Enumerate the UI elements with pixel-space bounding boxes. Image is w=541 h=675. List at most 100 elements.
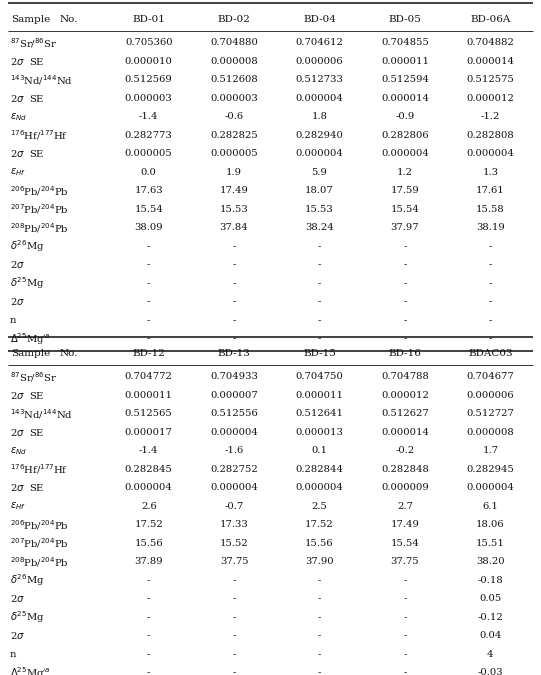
Text: $\delta^{26}$Mg: $\delta^{26}$Mg (10, 238, 44, 254)
Text: 0.512627: 0.512627 (381, 409, 429, 418)
Text: 17.33: 17.33 (220, 520, 248, 529)
Text: -: - (318, 613, 321, 622)
Text: $^{208}$Pb/$^{204}$Pb: $^{208}$Pb/$^{204}$Pb (10, 221, 69, 235)
Text: 17.52: 17.52 (134, 520, 163, 529)
Text: BD-05: BD-05 (388, 15, 421, 24)
Text: 15.56: 15.56 (134, 539, 163, 548)
Text: 0.000014: 0.000014 (381, 94, 429, 103)
Text: BDAC03: BDAC03 (468, 349, 513, 358)
Text: 4: 4 (487, 650, 493, 659)
Text: 0.512575: 0.512575 (466, 76, 514, 84)
Text: -: - (403, 613, 407, 622)
Text: $^{87}$Sr/$^{86}$Sr: $^{87}$Sr/$^{86}$Sr (10, 370, 57, 383)
Text: $^{143}$Nd/$^{144}$Nd: $^{143}$Nd/$^{144}$Nd (10, 73, 73, 86)
Text: n: n (10, 316, 16, 325)
Text: -1.4: -1.4 (139, 112, 159, 122)
Text: -: - (233, 576, 236, 585)
Text: 0.512594: 0.512594 (381, 76, 429, 84)
Text: 0.000004: 0.000004 (466, 149, 514, 158)
Text: 38.19: 38.19 (476, 223, 505, 232)
Text: 0.512556: 0.512556 (210, 409, 258, 418)
Text: -: - (233, 334, 236, 344)
Text: 0.512733: 0.512733 (295, 76, 344, 84)
Text: 0.000004: 0.000004 (210, 428, 258, 437)
Text: -: - (489, 279, 492, 288)
Text: -: - (233, 279, 236, 288)
Text: 0.000003: 0.000003 (125, 94, 173, 103)
Text: -: - (403, 261, 407, 269)
Text: 15.54: 15.54 (134, 205, 163, 214)
Text: 2$\sigma$: 2$\sigma$ (10, 630, 25, 641)
Text: -: - (233, 316, 236, 325)
Text: -: - (147, 668, 150, 675)
Text: 15.53: 15.53 (220, 205, 248, 214)
Text: 1.3: 1.3 (482, 168, 498, 177)
Text: 0.000005: 0.000005 (210, 149, 258, 158)
Text: 0.000013: 0.000013 (295, 428, 344, 437)
Text: 2.5: 2.5 (312, 502, 327, 511)
Text: 0.512565: 0.512565 (125, 409, 173, 418)
Text: 0.000009: 0.000009 (381, 483, 429, 492)
Text: 2.6: 2.6 (141, 502, 156, 511)
Text: $\varepsilon_{Hf}$: $\varepsilon_{Hf}$ (10, 166, 26, 178)
Text: 15.54: 15.54 (391, 205, 419, 214)
Text: 0.000004: 0.000004 (295, 483, 344, 492)
Text: 0.000014: 0.000014 (466, 57, 514, 65)
Text: 15.53: 15.53 (305, 205, 334, 214)
Text: -: - (318, 631, 321, 641)
Text: n: n (10, 650, 16, 659)
Text: -: - (403, 242, 407, 251)
Text: 0.704612: 0.704612 (295, 38, 344, 47)
Text: 2$\sigma$  SE: 2$\sigma$ SE (10, 389, 44, 401)
Text: 15.54: 15.54 (391, 539, 419, 548)
Text: -: - (489, 316, 492, 325)
Text: 0.000012: 0.000012 (466, 94, 514, 103)
Text: 2$\sigma$  SE: 2$\sigma$ SE (10, 482, 44, 493)
Text: 0.704788: 0.704788 (381, 373, 429, 381)
Text: -: - (147, 650, 150, 659)
Text: $^{206}$Pb/$^{204}$Pb: $^{206}$Pb/$^{204}$Pb (10, 518, 69, 532)
Text: -0.6: -0.6 (225, 112, 243, 122)
Text: -: - (147, 297, 150, 306)
Text: $\varepsilon_{Nd}$: $\varepsilon_{Nd}$ (10, 111, 27, 123)
Text: 0.282773: 0.282773 (125, 131, 173, 140)
Text: -: - (403, 668, 407, 675)
Text: 0.000007: 0.000007 (210, 391, 258, 400)
Text: -: - (147, 279, 150, 288)
Text: -: - (403, 297, 407, 306)
Text: 17.61: 17.61 (476, 186, 505, 195)
Text: -0.9: -0.9 (395, 112, 414, 122)
Text: -0.18: -0.18 (477, 576, 503, 585)
Text: BD-04: BD-04 (303, 15, 336, 24)
Text: -: - (403, 594, 407, 603)
Text: $^{143}$Nd/$^{144}$Nd: $^{143}$Nd/$^{144}$Nd (10, 407, 73, 421)
Text: -1.6: -1.6 (225, 446, 244, 455)
Text: -: - (233, 613, 236, 622)
Text: 18.07: 18.07 (305, 186, 334, 195)
Text: $\delta^{25}$Mg: $\delta^{25}$Mg (10, 610, 44, 625)
Text: -: - (147, 613, 150, 622)
Text: -: - (233, 297, 236, 306)
Text: 1.7: 1.7 (482, 446, 498, 455)
Text: No.: No. (60, 15, 78, 24)
Text: BD-16: BD-16 (388, 349, 421, 358)
Text: -: - (403, 576, 407, 585)
Text: 0.512641: 0.512641 (295, 409, 344, 418)
Text: BD-12: BD-12 (132, 349, 165, 358)
Text: 17.59: 17.59 (391, 186, 419, 195)
Text: -0.2: -0.2 (395, 446, 414, 455)
Text: 15.51: 15.51 (476, 539, 505, 548)
Text: BD-02: BD-02 (217, 15, 250, 24)
Text: 2$\sigma$  SE: 2$\sigma$ SE (10, 148, 44, 159)
Text: 0.282808: 0.282808 (466, 131, 514, 140)
Text: -: - (233, 631, 236, 641)
Text: -: - (233, 668, 236, 675)
Text: BD-01: BD-01 (132, 15, 165, 24)
Text: 0.704750: 0.704750 (295, 373, 344, 381)
Text: 0.000014: 0.000014 (381, 428, 429, 437)
Text: -: - (318, 594, 321, 603)
Text: -: - (403, 279, 407, 288)
Text: -: - (233, 261, 236, 269)
Text: 0.000017: 0.000017 (125, 428, 173, 437)
Text: $^{207}$Pb/$^{204}$Pb: $^{207}$Pb/$^{204}$Pb (10, 202, 69, 216)
